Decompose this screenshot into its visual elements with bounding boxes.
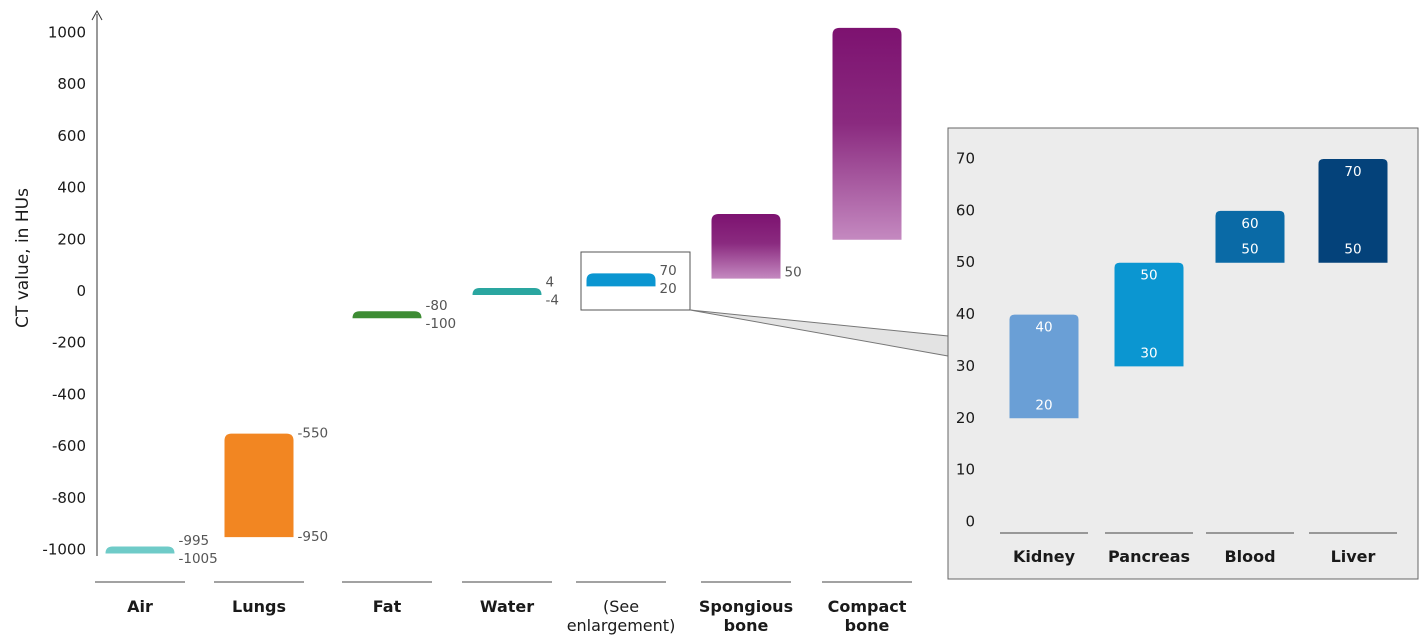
inset-category-labels: Kidney Pancreas Blood Liver	[1013, 547, 1376, 566]
inset-range-high-label: 50	[1140, 268, 1157, 284]
range-low-label: 50	[785, 265, 802, 281]
inset-category-label: Pancreas	[1108, 547, 1190, 566]
range-high-label: -550	[298, 426, 329, 442]
bar-fat	[352, 311, 422, 319]
y-tick-label: -1000	[42, 541, 86, 559]
inset-bar-blood	[1215, 210, 1285, 263]
enlargement-connector	[689, 309, 949, 357]
y-tick-label: 200	[57, 230, 86, 248]
inset-y-ticks: 70 60 50 40 30 20 10 0	[956, 150, 975, 531]
main-bars: -995 -1005 -550 -950 -80 -100 4 -4 70 20 50	[105, 27, 902, 567]
inset-range-high-label: 70	[1344, 164, 1361, 180]
inset-bar-liver	[1318, 159, 1388, 263]
inset-range-high-label: 60	[1241, 216, 1258, 232]
inset-y-tick-label: 70	[956, 150, 975, 168]
category-label: enlargement)	[567, 616, 676, 635]
range-low-label: -4	[546, 293, 559, 309]
inset-y-tick-label: 60	[956, 201, 975, 219]
category-label: (See	[603, 597, 639, 616]
bar-compact-bone	[832, 27, 902, 240]
inset-y-tick-label: 30	[956, 357, 975, 375]
inset-range-low-label: 50	[1241, 242, 1258, 258]
bar-spongious-bone	[711, 213, 781, 279]
y-tick-label: 400	[57, 179, 86, 197]
bar-see-enlargement	[586, 273, 656, 287]
range-low-label: -100	[426, 316, 457, 332]
inset-bars: 40 20 50 30 60 50 70 50	[1009, 159, 1388, 419]
range-low-label: -950	[298, 529, 329, 545]
y-axis-label: CT value, in HUs	[13, 188, 33, 328]
range-high-label: -80	[426, 298, 448, 314]
inset-bar-kidney	[1009, 314, 1079, 419]
y-tick-label: 0	[76, 282, 86, 300]
inset-range-low-label: 30	[1140, 345, 1157, 361]
inset-y-tick-label: 50	[956, 253, 975, 271]
range-high-label: 4	[546, 275, 555, 291]
y-tick-label: -400	[52, 385, 86, 403]
category-label: Fat	[373, 597, 402, 616]
enlargement-box	[580, 251, 691, 311]
inset-y-tick-label: 40	[956, 305, 975, 323]
category-label: Water	[480, 597, 534, 616]
inset-category-label: Liver	[1331, 547, 1376, 566]
range-low-label: 20	[660, 281, 677, 297]
y-tick-label: 600	[57, 127, 86, 145]
category-label: Air	[127, 597, 153, 616]
inset-category-label: Blood	[1224, 547, 1275, 566]
inset-range-low-label: 50	[1344, 242, 1361, 258]
category-label: bone	[724, 616, 769, 635]
inset-y-tick-label: 0	[965, 513, 975, 531]
y-tick-label: -200	[52, 334, 86, 352]
inset-bar-pancreas	[1114, 262, 1184, 367]
inset-category-label: Kidney	[1013, 547, 1076, 566]
y-tick-label: 800	[57, 75, 86, 93]
inset-range-low-label: 20	[1035, 397, 1052, 413]
y-axis-arrow	[91, 9, 103, 21]
inset-y-tick-label: 20	[956, 409, 975, 427]
bar-lungs	[224, 433, 294, 538]
category-label: bone	[845, 616, 890, 635]
y-tick-label: -600	[52, 437, 86, 455]
inset-range-high-label: 40	[1035, 320, 1052, 336]
inset-y-tick-label: 10	[956, 461, 975, 479]
range-high-label: 70	[660, 263, 677, 279]
bar-water	[472, 288, 542, 295]
y-tick-label: 1000	[48, 24, 86, 42]
range-low-label: -1005	[179, 551, 218, 567]
category-label: Lungs	[232, 597, 286, 616]
category-label: Spongious	[699, 597, 793, 616]
category-label: Compact	[828, 597, 907, 616]
main-y-ticks: 1000 800 600 400 200 0 -200 -400 -600 -800 -1000	[42, 24, 86, 559]
y-tick-label: -800	[52, 489, 86, 507]
bar-air	[105, 546, 175, 554]
range-high-label: -995	[179, 533, 210, 549]
